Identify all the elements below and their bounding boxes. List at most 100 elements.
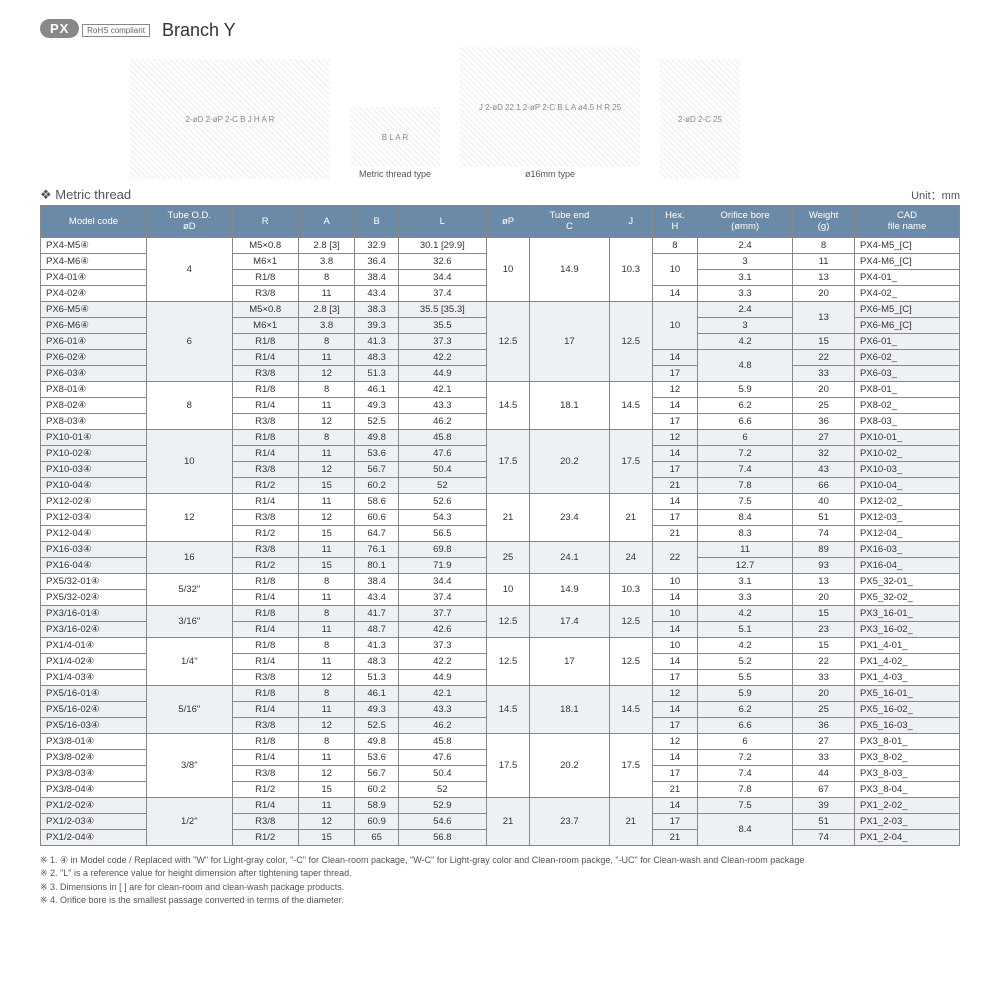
cell: 42.6 xyxy=(398,621,486,637)
cell: 50.4 xyxy=(398,461,486,477)
cell: M6×1 xyxy=(232,317,298,333)
cell: 15 xyxy=(298,557,355,573)
cell: 14 xyxy=(652,349,697,365)
cell: 5.9 xyxy=(697,685,792,701)
cell: PX4-M5_[C] xyxy=(854,237,959,253)
cell: 20 xyxy=(793,685,855,701)
cell: 8 xyxy=(298,733,355,749)
cell: PX6-M5④ xyxy=(41,301,147,317)
cell: 12 xyxy=(652,429,697,445)
cell: 17 xyxy=(652,717,697,733)
cell: 53.6 xyxy=(355,749,398,765)
cell: 6.2 xyxy=(697,397,792,413)
cell: 8 xyxy=(146,381,232,429)
cell: 46.2 xyxy=(398,413,486,429)
cell: R1/8 xyxy=(232,429,298,445)
cell: 36.4 xyxy=(355,253,398,269)
cell: 21 xyxy=(652,525,697,541)
cell: 58.9 xyxy=(355,797,398,813)
cell: 12 xyxy=(652,381,697,397)
cell: 34.4 xyxy=(398,573,486,589)
cell: 37.3 xyxy=(398,333,486,349)
cell: 14 xyxy=(652,653,697,669)
cell: 49.3 xyxy=(355,397,398,413)
table-row: PX4-M5④4M5×0.82.8 [3]32.930.1 [29.9]1014… xyxy=(41,237,960,253)
cell: 2.8 [3] xyxy=(298,301,355,317)
col-header: Tube endC xyxy=(530,206,609,238)
cell: 15 xyxy=(793,637,855,653)
cell: 40 xyxy=(793,493,855,509)
cell: 49.8 xyxy=(355,429,398,445)
cell: M6×1 xyxy=(232,253,298,269)
cell: 14.9 xyxy=(530,573,609,605)
col-header: B xyxy=(355,206,398,238)
cell: 47.6 xyxy=(398,749,486,765)
cell: 7.8 xyxy=(697,781,792,797)
cell: R1/4 xyxy=(232,397,298,413)
cell: 14.5 xyxy=(609,381,652,429)
cell: PX3/16-02④ xyxy=(41,621,147,637)
cell: 33 xyxy=(793,749,855,765)
cell: PX5_16-02_ xyxy=(854,701,959,717)
cell: 4.2 xyxy=(697,605,792,621)
cell: 4 xyxy=(146,237,232,301)
cell: 69.8 xyxy=(398,541,486,557)
cell: 25 xyxy=(486,541,529,573)
cell: PX10-01④ xyxy=(41,429,147,445)
cell: 35.5 xyxy=(398,317,486,333)
cell: PX1/2-03④ xyxy=(41,813,147,829)
cell: 4.8 xyxy=(697,349,792,381)
cell: 47.6 xyxy=(398,445,486,461)
cell: 23 xyxy=(793,621,855,637)
cell: 12.5 xyxy=(609,301,652,381)
cell: 3.1 xyxy=(697,573,792,589)
cell: 11 xyxy=(298,749,355,765)
cell: PX10-03④ xyxy=(41,461,147,477)
cell: 13 xyxy=(793,269,855,285)
cell: 54.6 xyxy=(398,813,486,829)
cell: PX3_8-03_ xyxy=(854,765,959,781)
cell: R1/4 xyxy=(232,701,298,717)
cell: 43 xyxy=(793,461,855,477)
cell: M5×0.8 xyxy=(232,237,298,253)
cell: PX16-04④ xyxy=(41,557,147,573)
cell: 60.2 xyxy=(355,781,398,797)
cell: 56.7 xyxy=(355,461,398,477)
cell: PX1_2-04_ xyxy=(854,829,959,845)
cell: 89 xyxy=(793,541,855,557)
table-row: PX10-01④10R1/8849.845.817.520.217.512627… xyxy=(41,429,960,445)
cell: PX5/32-02④ xyxy=(41,589,147,605)
cell: 22 xyxy=(652,541,697,573)
cell: 60.6 xyxy=(355,509,398,525)
cell: 6 xyxy=(146,301,232,381)
cell: R3/8 xyxy=(232,813,298,829)
cell: 11 xyxy=(298,445,355,461)
cell: 22 xyxy=(793,349,855,365)
cell: PX1/2-04④ xyxy=(41,829,147,845)
cell: 45.8 xyxy=(398,733,486,749)
cell: 76.1 xyxy=(355,541,398,557)
cell: 44.9 xyxy=(398,365,486,381)
table-row: PX16-03④16R3/81176.169.82524.124221189PX… xyxy=(41,541,960,557)
cell: 14 xyxy=(652,445,697,461)
cell: R1/8 xyxy=(232,381,298,397)
cell: 67 xyxy=(793,781,855,797)
cell: 3/8" xyxy=(146,733,232,797)
cell: R3/8 xyxy=(232,461,298,477)
cell: 27 xyxy=(793,733,855,749)
cell: 17 xyxy=(530,301,609,381)
table-row: PX1/4-01④1/4"R1/8841.337.312.51712.5104.… xyxy=(41,637,960,653)
cell: PX10-01_ xyxy=(854,429,959,445)
cell: 49.3 xyxy=(355,701,398,717)
cell: PX12-04④ xyxy=(41,525,147,541)
cell: PX6-M6_[C] xyxy=(854,317,959,333)
cell: 18.1 xyxy=(530,381,609,429)
cell: 6 xyxy=(697,429,792,445)
cell: PX1_4-01_ xyxy=(854,637,959,653)
cell: R1/8 xyxy=(232,637,298,653)
col-header: J xyxy=(609,206,652,238)
cell: PX4-M6_[C] xyxy=(854,253,959,269)
cell: R1/4 xyxy=(232,797,298,813)
cell: R1/2 xyxy=(232,477,298,493)
cell: PX5_32-01_ xyxy=(854,573,959,589)
